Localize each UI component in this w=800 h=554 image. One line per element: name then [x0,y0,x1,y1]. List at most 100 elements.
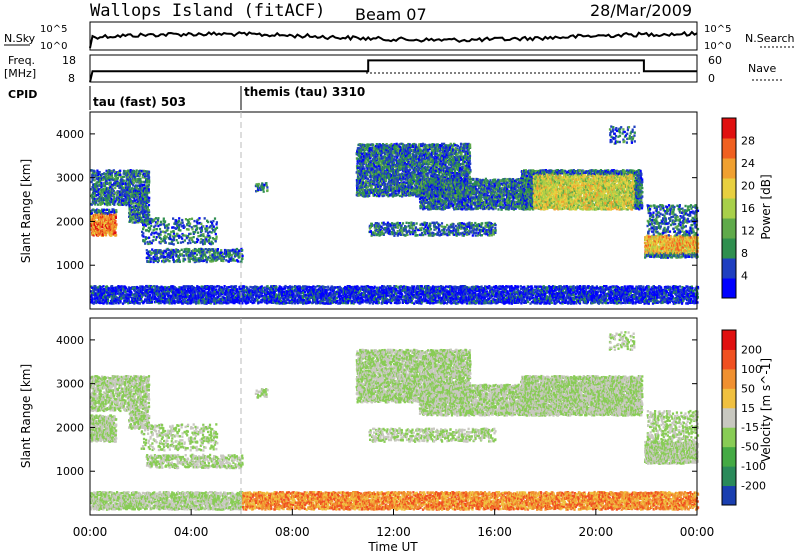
range-time-cell [148,197,150,199]
range-time-cell [140,217,142,219]
range-time-cell [415,144,417,146]
range-time-cell [371,186,373,188]
range-time-cell [125,204,127,206]
range-time-cell [160,241,162,243]
range-time-cell [115,223,117,225]
range-time-cell [194,252,196,254]
range-time-cell [469,169,471,171]
range-time-cell [191,218,193,220]
range-time-cell [132,202,134,204]
range-time-cell [200,238,202,240]
range-time-cell [223,256,225,258]
range-time-cell [99,171,101,173]
range-time-cell [231,254,233,256]
range-time-cell [160,223,162,225]
range-time-cell [149,250,151,252]
range-time-cell [148,171,150,173]
cpid-segment-2: themis (tau) 3310 [244,85,365,99]
range-time-cell [119,170,121,172]
range-time-cell [198,248,200,250]
range-time-cell [217,248,219,250]
range-time-cell [172,256,174,258]
range-time-cell [111,172,113,174]
cpid-row: CPID tau (fast) 503 themis (tau) 3310 [8,85,365,110]
range-time-cell [150,257,152,259]
range-time-cell [214,217,216,219]
nsearch-label: N.Search [745,32,795,45]
range-time-cell [143,184,145,186]
range-time-cell [160,233,162,235]
beam-label: Beam 07 [355,5,427,24]
range-time-cell [237,260,239,262]
range-time-cell [168,249,170,251]
range-time-cell [173,259,175,261]
range-time-cell [418,143,420,145]
range-time-cell [142,232,144,234]
range-time-cell [136,169,138,171]
range-time-cell [167,256,169,258]
range-time-cell [179,261,181,263]
range-time-cell [146,179,148,181]
range-time-cell [113,204,115,206]
range-time-cell [201,230,203,232]
range-time-cell [222,260,224,262]
range-time-cell [173,239,175,241]
range-time-cell [100,182,102,184]
range-time-cell [204,251,206,253]
date-label: 28/Mar/2009 [590,1,692,20]
range-time-cell [184,258,186,260]
range-time-cell [361,153,363,155]
range-time-cell [237,253,239,255]
range-time-cell [169,238,171,240]
range-time-cell [202,249,204,251]
range-time-cell [469,160,471,162]
range-time-cell [151,232,153,234]
range-time-cell [180,241,182,243]
range-time-cell [181,225,183,227]
range-time-cell [139,178,141,180]
range-time-cell [451,172,453,174]
range-time-cell [202,225,204,227]
range-time-cell [197,232,199,234]
range-time-cell [189,260,191,262]
range-time-cell [366,174,368,176]
range-time-cell [457,145,459,147]
range-time-cell [220,249,222,251]
range-time-cell [168,223,170,225]
range-time-cell [424,160,426,162]
range-time-cell [115,209,117,211]
range-time-cell [368,195,370,197]
range-time-cell [129,213,131,215]
range-time-cell [106,209,108,211]
range-time-cell [146,229,148,231]
range-time-cell [131,187,133,189]
range-time-cell [156,236,158,238]
range-time-cell [148,204,150,206]
range-time-cell [186,224,188,226]
range-time-cell [378,163,380,165]
nsky-series-line [90,32,697,48]
nsky-tick-bottom: 10^0 [40,41,67,52]
freq-series-line [90,60,697,82]
range-time-cell [177,255,179,257]
range-time-cell [148,199,150,201]
range-time-cell [189,237,191,239]
range-time-cell [115,213,117,215]
range-time-cell [155,217,157,219]
range-time-cell [414,171,416,173]
range-time-cell [164,220,166,222]
range-time-cell [125,196,127,198]
range-time-cell [183,254,185,256]
range-time-cell [196,254,198,256]
range-time-cell [384,167,386,169]
range-time-cell [182,222,184,224]
range-time-cell [468,165,470,167]
range-time-cell [126,189,128,191]
range-time-cell [113,196,115,198]
range-time-cell [173,230,175,232]
nsearch-tick-bottom: 10^0 [704,41,731,52]
range-time-cell [181,249,183,251]
range-time-cell [129,187,131,189]
range-time-cell [188,248,190,250]
